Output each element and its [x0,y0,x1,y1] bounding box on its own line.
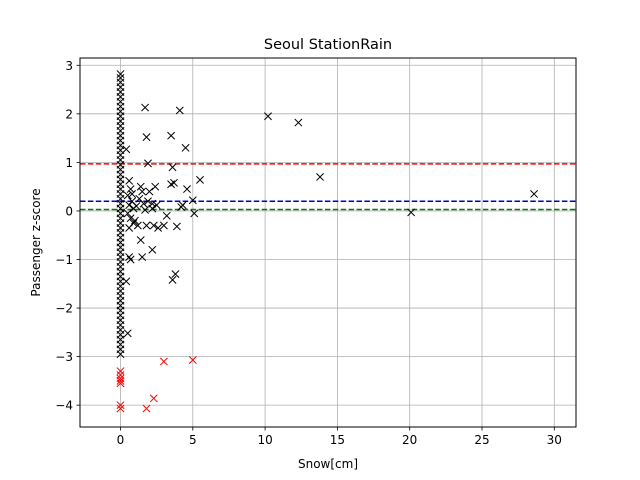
data-point [159,357,168,366]
data-point [116,376,125,385]
data-point [183,185,191,194]
data-point [530,189,539,198]
data-point [188,196,197,205]
data-point [126,255,135,264]
data-point [144,197,152,206]
x-tick-label: 5 [189,433,197,447]
data-point [116,404,125,413]
data-point [181,143,190,152]
data-point [116,401,125,410]
data-point [159,221,168,230]
data-point [116,70,125,78]
data-point [196,175,204,184]
data-point [123,191,132,200]
data-point [122,145,131,154]
plot-frame [79,57,577,428]
data-point [167,131,176,140]
data-point [138,187,147,196]
data-point [133,221,142,230]
data-point [116,367,125,376]
data-point [116,350,125,359]
x-tick-label: 20 [402,433,417,447]
data-point [148,245,157,254]
data-point [125,176,134,185]
data-point [190,209,199,218]
data-point [122,277,131,286]
data-point [138,253,147,262]
y-tick-label: −3 [55,350,73,364]
x-tick-label: 10 [257,433,272,447]
data-point [168,163,177,172]
y-tick-label: 3 [65,59,73,73]
data-point [175,106,184,115]
data-point [139,199,148,208]
y-tick-label: 1 [65,156,73,170]
data-point [126,214,135,223]
data-point [136,182,145,191]
data-point [172,222,181,231]
chart-title: Seoul StationRain [264,37,392,53]
y-tick-label: −1 [55,253,73,267]
data-point [125,253,134,262]
y-axis-label: Passenger z-score [29,188,43,296]
data-point [264,112,272,121]
data-point [148,199,157,208]
data-point [407,208,416,217]
data-points [116,70,539,413]
data-point [167,180,176,189]
x-tick-label: 15 [330,433,345,447]
data-point [171,270,180,279]
reference-lines [80,163,576,211]
data-point [142,221,151,230]
data-point [162,211,171,220]
y-tick-label: −2 [55,302,73,316]
data-point [128,189,137,198]
data-point [316,173,325,181]
data-point [125,201,134,210]
data-point [152,201,161,210]
data-point [130,216,139,225]
y-axis-ticks: −4 −3 −2 −1 0 1 2 3 [55,59,80,413]
data-point [168,275,177,284]
data-point [188,356,197,364]
data-point [141,103,150,112]
data-point [141,206,150,214]
data-point [116,379,125,388]
data-point [126,185,135,194]
data-point [177,203,186,212]
y-tick-label: 2 [65,107,73,121]
data-point [144,159,152,168]
x-tick-label: 0 [117,433,125,447]
y-tick-label: −4 [55,399,73,413]
data-point [123,329,132,338]
data-point [116,371,125,380]
data-point [132,202,141,211]
data-point [151,182,160,191]
x-tick-label: 30 [547,433,562,447]
x-axis-ticks: 0 5 10 15 20 25 30 [117,427,562,447]
data-point [154,223,163,232]
data-point [149,221,158,230]
data-point [136,236,145,245]
data-point [145,187,154,196]
y-tick-label: 0 [65,204,73,218]
data-point [142,133,151,142]
x-axis-label: Snow[cm] [298,457,358,471]
data-point [123,209,132,218]
x-tick-label: 25 [474,433,489,447]
grid-layer [80,58,576,427]
data-point [149,394,158,403]
data-point [294,118,303,127]
data-point [142,404,151,413]
data-point [125,223,134,232]
